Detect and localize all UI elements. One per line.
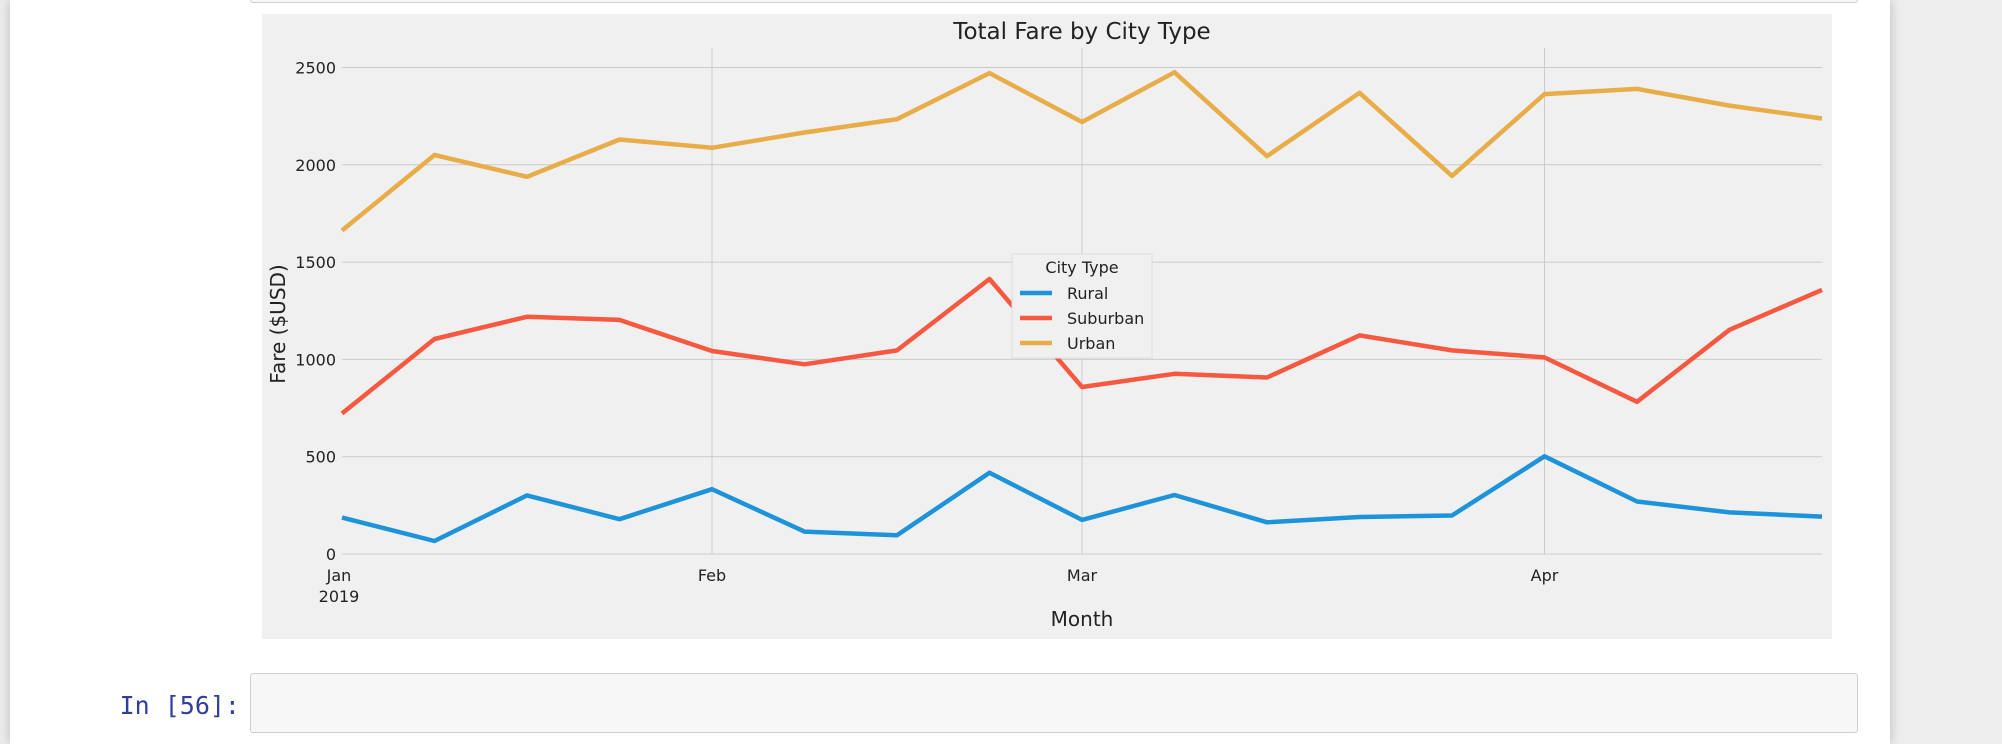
grid-lines xyxy=(342,48,1822,555)
legend-label-suburban: Suburban xyxy=(1067,309,1144,328)
legend: City Type Rural Suburban Urban xyxy=(1011,253,1153,359)
notebook-page: 0 500 1000 1500 2000 2500 Feb Mar Apr Jan 2019 Tot… xyxy=(10,0,1890,744)
series-line-rural xyxy=(341,454,1823,544)
y-tick-label: 2500 xyxy=(295,58,336,77)
x-tick-label: Apr xyxy=(1531,566,1559,585)
previous-code-cell[interactable] xyxy=(250,0,1858,3)
empty-code-cell[interactable] xyxy=(250,673,1858,733)
axes: 0 500 1000 1500 2000 2500 Feb Mar Apr Jan 2019 xyxy=(295,58,1558,606)
legend-items: Rural Suburban Urban xyxy=(1020,284,1144,353)
x-tick-sublabel: 2019 xyxy=(319,587,360,606)
y-tick-label: 2000 xyxy=(295,156,336,175)
y-tick-label: 1500 xyxy=(295,253,336,272)
legend-label-rural: Rural xyxy=(1067,284,1108,303)
input-prompt: In [56]: xyxy=(119,691,240,720)
legend-box xyxy=(1011,253,1153,359)
x-tick-label: Jan xyxy=(326,566,352,585)
legend-label-urban: Urban xyxy=(1067,334,1115,353)
line-chart: 0 500 1000 1500 2000 2500 Feb Mar Apr Jan 2019 Tot… xyxy=(262,14,1832,639)
x-axis-label: Month xyxy=(1051,607,1114,631)
y-tick-label: 1000 xyxy=(295,350,336,369)
y-axis-label: Fare ($USD) xyxy=(266,264,290,383)
legend-title: City Type xyxy=(1045,258,1118,277)
series-line-suburban xyxy=(340,276,1823,416)
chart-output: 0 500 1000 1500 2000 2500 Feb Mar Apr Jan 2019 Tot… xyxy=(262,14,1832,643)
chart-title: Total Fare by City Type xyxy=(952,19,1210,45)
y-tick-label: 0 xyxy=(326,545,336,564)
series-line-urban xyxy=(340,70,1823,233)
x-tick-label: Feb xyxy=(698,566,726,585)
x-tick-label: Mar xyxy=(1067,566,1098,585)
y-tick-label: 500 xyxy=(305,448,336,467)
series-lines xyxy=(340,70,1823,544)
